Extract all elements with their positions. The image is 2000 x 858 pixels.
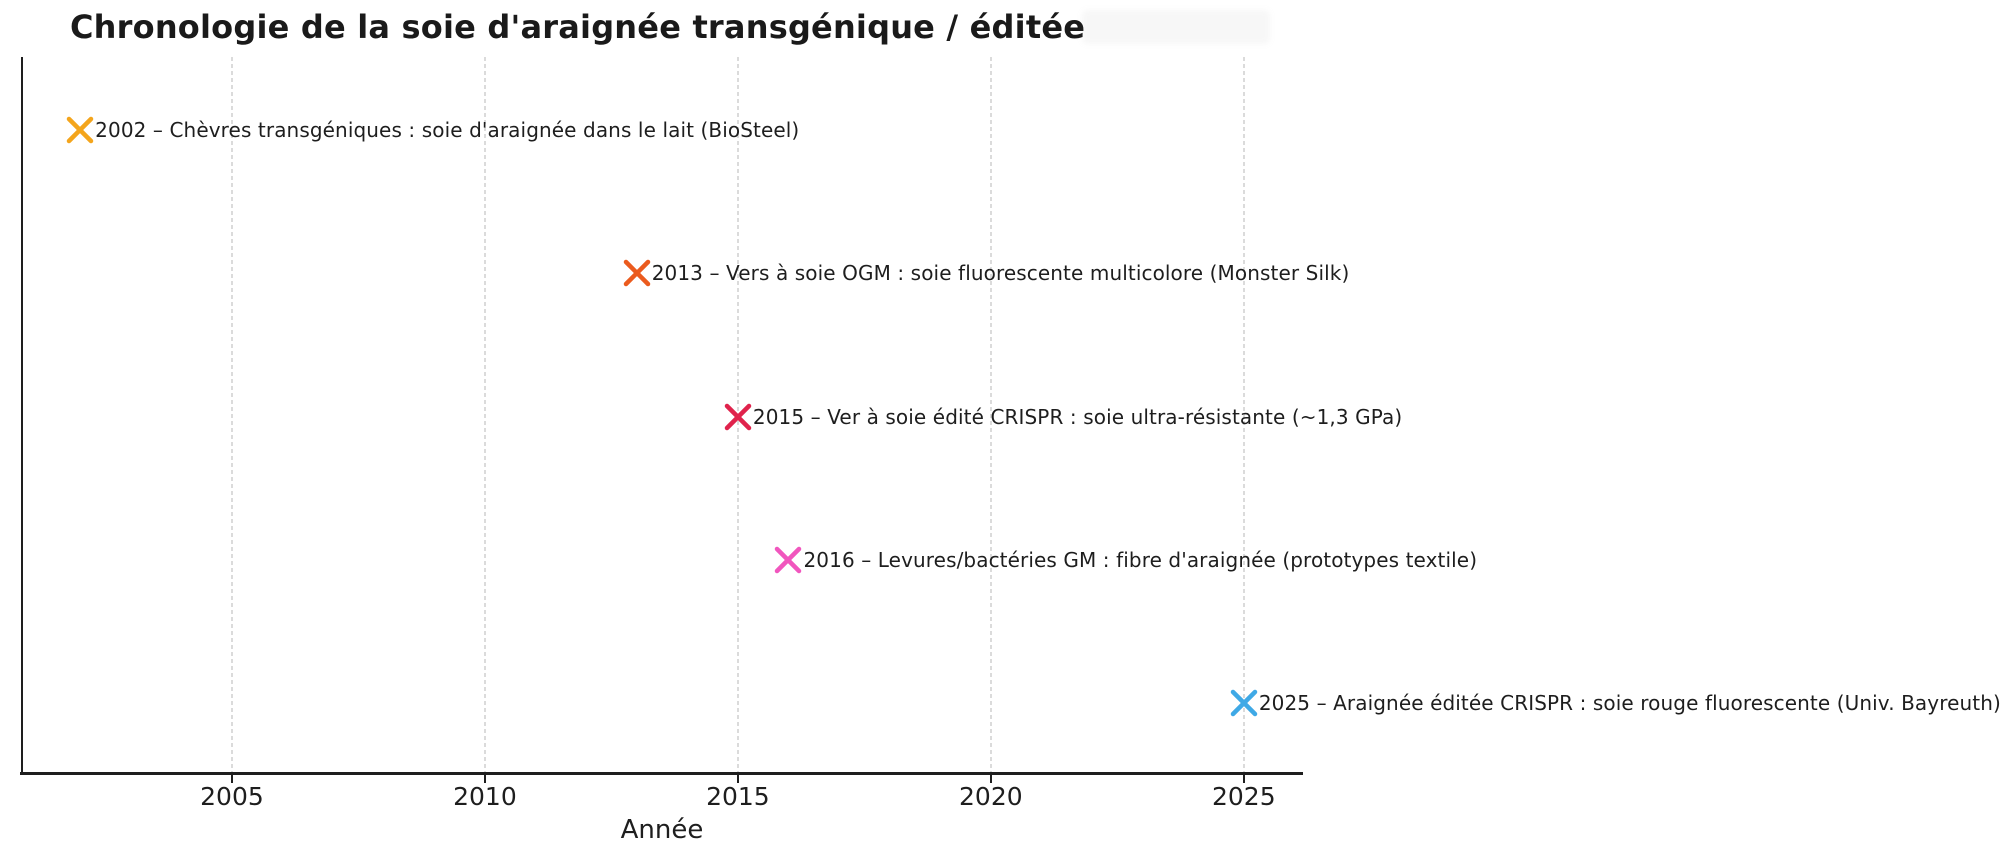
axis-tick-label: 2025 bbox=[1212, 782, 1276, 811]
gridline bbox=[230, 57, 233, 772]
axis-tick bbox=[230, 775, 233, 783]
axis-tick bbox=[483, 775, 486, 783]
timeline-event-label: 2016 – Levures/bactéries GM : fibre d'ar… bbox=[803, 547, 1478, 572]
axis-tick-label: 2015 bbox=[706, 782, 770, 811]
x-axis-title: Année bbox=[620, 815, 704, 845]
timeline-event-label: 2025 – Araignée éditée CRISPR : soie rou… bbox=[1258, 691, 2000, 715]
x-marker-icon bbox=[724, 403, 752, 430]
axis-tick-label: 2005 bbox=[200, 782, 264, 811]
timeline-event-label: 2002 – Chèvres transgéniques : soie d'ar… bbox=[95, 118, 800, 142]
x-axis-spine bbox=[20, 772, 1303, 775]
x-marker-icon bbox=[1230, 689, 1258, 717]
gridline bbox=[1242, 57, 1245, 772]
axis-tick-label: 2010 bbox=[453, 782, 517, 811]
x-marker-icon bbox=[775, 546, 802, 573]
y-axis-spine bbox=[21, 57, 23, 773]
axis-tick bbox=[989, 775, 992, 783]
gridline bbox=[989, 57, 992, 772]
axis-tick bbox=[1242, 775, 1245, 783]
timeline-event-label: 2015 – Ver à soie édité CRISPR : soie ul… bbox=[752, 404, 1403, 429]
chart-title: Chronologie de la soie d'araignée transg… bbox=[70, 8, 1086, 46]
x-marker-icon bbox=[66, 116, 94, 144]
gridline bbox=[483, 57, 486, 772]
axis-tick bbox=[736, 775, 739, 783]
x-marker-icon bbox=[623, 260, 650, 287]
title-ghost-artifact bbox=[1082, 10, 1270, 44]
timeline-event-label: 2013 – Vers à soie OGM : soie fluorescen… bbox=[651, 261, 1350, 286]
axis-tick-label: 2020 bbox=[959, 782, 1023, 811]
